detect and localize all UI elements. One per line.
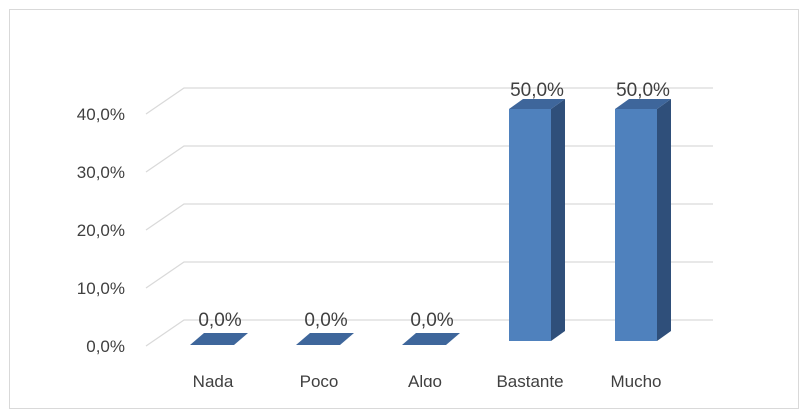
y-tick-label: 20,0% xyxy=(77,221,125,240)
bar xyxy=(296,333,354,345)
y-tick-label: 40,0% xyxy=(77,105,125,124)
y-tick-label: 10,0% xyxy=(77,279,125,298)
data-label: 0,0% xyxy=(304,310,347,331)
data-label: 0,0% xyxy=(410,310,453,331)
data-label: 0,0% xyxy=(198,310,241,331)
bar-front-face xyxy=(509,109,551,341)
x-axis-categories: Nada Poco Algo Bastante Mucho xyxy=(193,372,662,387)
y-tick-label: 30,0% xyxy=(77,163,125,182)
y-tick-label: 0,0% xyxy=(86,337,125,356)
data-label: 50,0% xyxy=(510,80,564,101)
bar xyxy=(509,99,565,341)
bar xyxy=(615,99,671,341)
bar xyxy=(402,333,460,345)
bar-side-face xyxy=(551,99,565,341)
bar-top-face xyxy=(615,99,671,109)
category-label: Nada xyxy=(193,372,234,387)
bar-chart: 0,0% 10,0% 20,0% 30,0% 40,0% 0,0% 0,0% 0… xyxy=(77,80,713,387)
y-axis-ticks: 0,0% 10,0% 20,0% 30,0% 40,0% xyxy=(77,105,125,356)
gridline xyxy=(145,87,713,115)
bars xyxy=(190,99,671,345)
bar-top-face xyxy=(509,99,565,109)
data-labels: 0,0% 0,0% 0,0% 50,0% 50,0% xyxy=(198,80,670,331)
bar xyxy=(190,333,248,345)
data-label: 50,0% xyxy=(616,80,670,101)
bar-side-face xyxy=(657,99,671,341)
bar-flat xyxy=(190,333,248,345)
category-label: Poco xyxy=(300,372,339,387)
bar-front-face xyxy=(615,109,657,341)
category-label: Mucho xyxy=(610,372,661,387)
bar-flat xyxy=(402,333,460,345)
category-label: Algo xyxy=(408,372,442,387)
bar-flat xyxy=(296,333,354,345)
category-label: Bastante xyxy=(496,372,563,387)
